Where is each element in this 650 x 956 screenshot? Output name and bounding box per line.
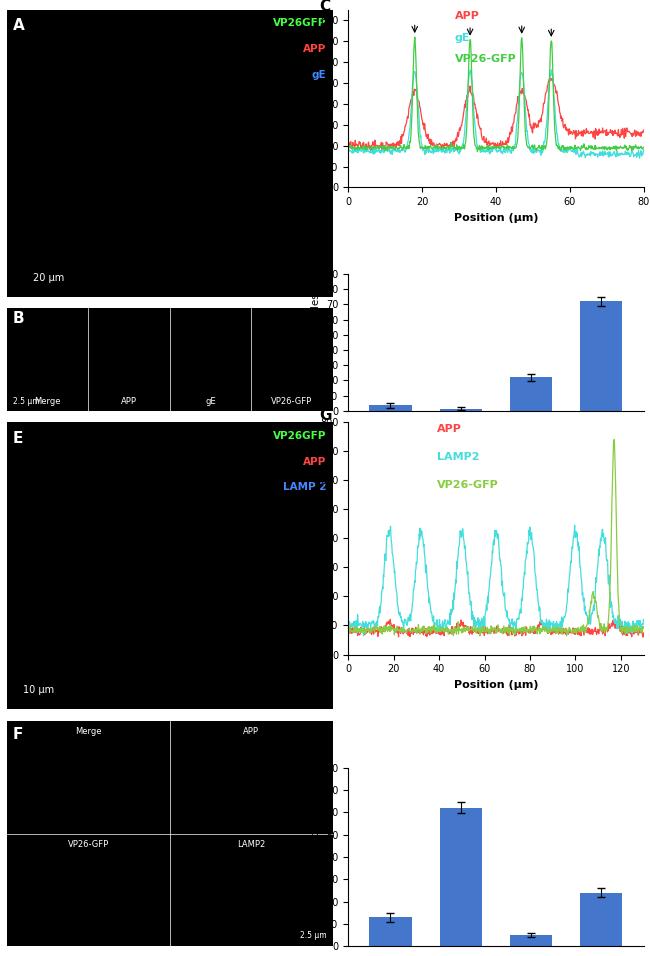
Text: 20 μm: 20 μm	[32, 272, 64, 283]
Text: APP: APP	[195, 434, 212, 443]
Text: APP: APP	[243, 728, 259, 736]
Text: ++: ++	[599, 434, 615, 444]
Y-axis label: Intensity of pixel: Intensity of pixel	[305, 55, 315, 141]
Text: Merge: Merge	[34, 397, 60, 405]
Text: A: A	[13, 18, 25, 33]
X-axis label: Position (μm): Position (μm)	[454, 212, 538, 223]
Text: +: +	[603, 424, 610, 433]
Text: +: +	[529, 424, 537, 433]
Bar	[439, 808, 482, 946]
Text: LAMP2: LAMP2	[237, 840, 265, 849]
Text: E: E	[13, 431, 23, 445]
Text: gE: gE	[311, 70, 326, 80]
Text: VP26GFP: VP26GFP	[273, 431, 326, 441]
Text: H: H	[318, 757, 332, 771]
Text: +: +	[455, 424, 463, 433]
Text: G: G	[318, 408, 332, 424]
Text: +: +	[603, 445, 610, 455]
Text: LAMP2: LAMP2	[437, 452, 479, 463]
Text: gE: gE	[205, 397, 216, 405]
Text: ++: ++	[451, 434, 467, 444]
Text: VP26-GFP: VP26-GFP	[68, 840, 109, 849]
Text: APP: APP	[121, 397, 137, 405]
Text: F: F	[13, 728, 23, 743]
Text: APP: APP	[454, 11, 480, 21]
Text: -: -	[384, 445, 387, 455]
Text: APP: APP	[437, 424, 461, 434]
Text: +: +	[529, 445, 537, 455]
Bar	[510, 378, 552, 411]
Y-axis label: % of viral particles: % of viral particles	[311, 293, 320, 391]
Text: -: -	[384, 434, 387, 444]
Bar	[580, 301, 623, 411]
Text: B: B	[13, 312, 25, 326]
Text: VP26-GFP: VP26-GFP	[454, 54, 516, 64]
Text: LAMP 2: LAMP 2	[283, 483, 326, 492]
Text: D: D	[318, 266, 332, 281]
Text: 2.5 μm: 2.5 μm	[300, 931, 326, 940]
Bar	[580, 893, 623, 946]
Text: +: +	[381, 424, 389, 433]
X-axis label: Position (μm): Position (μm)	[454, 680, 538, 690]
Text: VP26-GFP: VP26-GFP	[271, 397, 313, 405]
Text: -: -	[457, 445, 461, 455]
Y-axis label: % of viral particles: % of viral particles	[311, 808, 320, 906]
Text: VP26GFP: VP26GFP	[273, 18, 326, 28]
Text: APP: APP	[303, 44, 326, 54]
Bar	[439, 408, 482, 411]
Text: gE: gE	[454, 33, 470, 43]
Text: VP26-GFP: VP26-GFP	[437, 480, 499, 490]
Bar	[510, 935, 552, 946]
Text: gE: gE	[195, 445, 206, 454]
Bar	[369, 918, 411, 946]
Text: 2.5 μm: 2.5 μm	[13, 397, 40, 405]
Text: 10 μm: 10 μm	[23, 685, 54, 695]
Text: VP26-GFP: VP26-GFP	[195, 424, 239, 432]
Text: C: C	[318, 0, 330, 14]
Text: APP: APP	[303, 457, 326, 467]
Bar	[369, 405, 411, 411]
Text: Merge: Merge	[75, 728, 101, 736]
Y-axis label: Intensity of pixel: Intensity of pixel	[305, 495, 315, 582]
Text: -: -	[531, 434, 534, 444]
